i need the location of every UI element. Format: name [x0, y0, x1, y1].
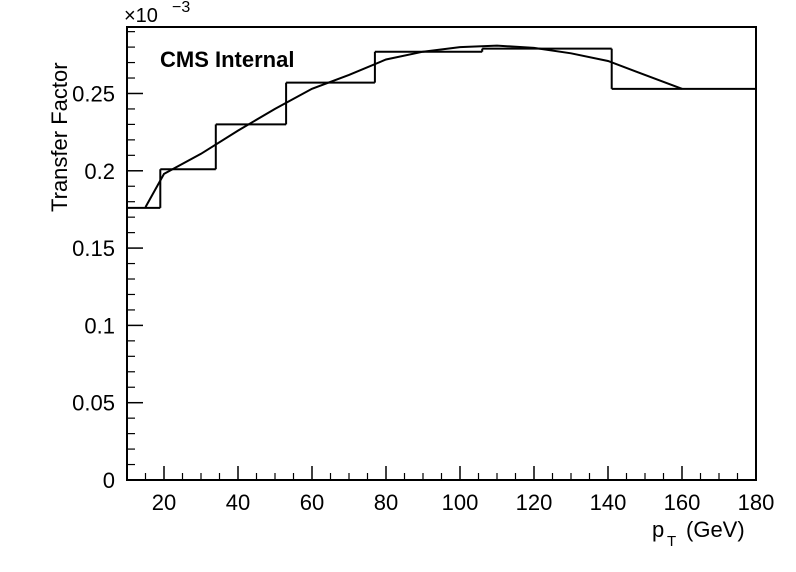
x-tick-label: 60	[300, 490, 324, 515]
y-tick-label: 0.2	[84, 159, 115, 184]
y-axis-title: Transfer Factor	[47, 62, 72, 212]
minor-ticks	[126, 31, 739, 480]
y-tick-label: 0.15	[72, 236, 115, 261]
x-tick-label: 20	[152, 490, 176, 515]
x-axis-title-main: p	[652, 517, 664, 542]
x-axis-title: p T (GeV)	[652, 517, 745, 550]
x-tick-label: 180	[738, 490, 775, 515]
x-tick-label: 160	[664, 490, 701, 515]
y-tick-labels: 0 0.05 0.1 0.15 0.2 0.25	[72, 81, 115, 493]
x-tick-label: 80	[374, 490, 398, 515]
y-tick-label: 0.1	[84, 313, 115, 338]
x-axis-title-unit: (GeV)	[686, 517, 745, 542]
y-multiplier-base: ×10	[124, 5, 158, 27]
x-tick-label: 40	[226, 490, 250, 515]
major-ticks	[127, 92, 757, 481]
fit-curve-series	[144, 44, 683, 208]
x-axis-title-subscript: T	[667, 533, 676, 550]
plot-frame	[126, 26, 757, 481]
y-multiplier-exponent: −3	[172, 0, 190, 16]
y-tick-label: 0	[103, 468, 115, 493]
y-multiplier: ×10 −3	[124, 0, 190, 27]
cms-label: CMS Internal	[160, 47, 294, 72]
x-tick-label: 140	[590, 490, 627, 515]
y-tick-label: 0.05	[72, 391, 115, 416]
x-tick-labels: 20 40 60 80 100 120 140 160 180	[152, 490, 775, 515]
fit-curve	[144, 44, 683, 208]
histogram-series	[127, 47, 756, 209]
x-tick-label: 100	[442, 490, 479, 515]
x-tick-label: 120	[516, 490, 553, 515]
y-tick-label: 0.25	[72, 81, 115, 106]
